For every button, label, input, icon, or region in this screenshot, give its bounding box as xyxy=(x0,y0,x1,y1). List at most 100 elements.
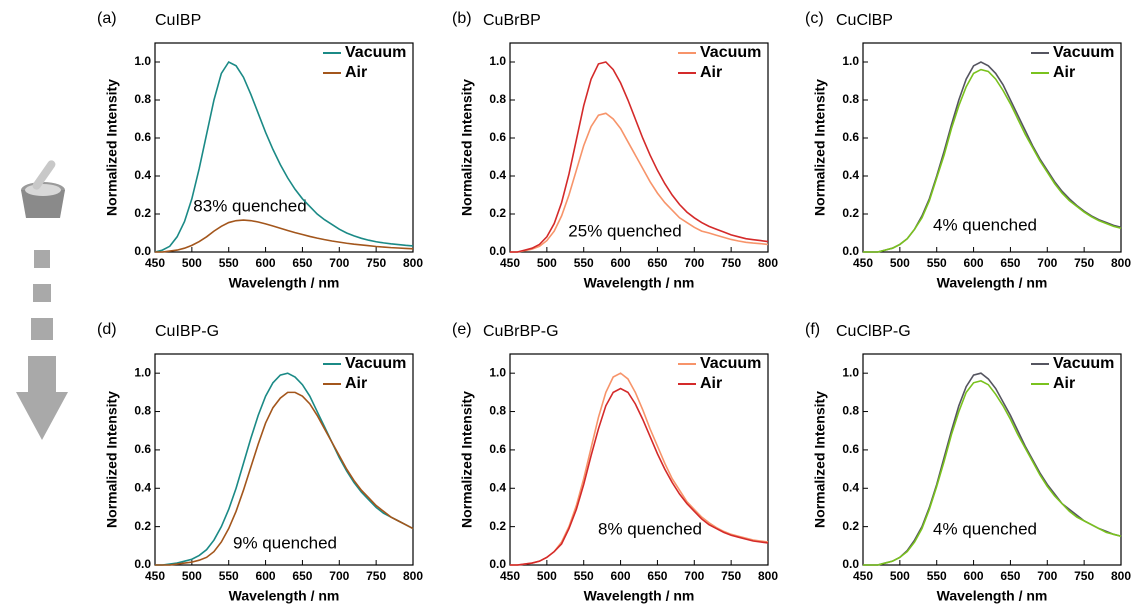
y-tick-label: 0.2 xyxy=(842,206,859,220)
x-tick-label: 700 xyxy=(329,256,349,270)
x-axis-label: Wavelength / nm xyxy=(937,588,1048,604)
line-series xyxy=(863,68,1122,253)
x-tick-label: 800 xyxy=(758,569,778,583)
x-tick-label: 600 xyxy=(256,569,276,583)
pestle xyxy=(32,160,56,190)
x-tick-label: 650 xyxy=(292,256,312,270)
y-tick-label: 1.0 xyxy=(134,54,151,68)
y-axis-label: Normalized Intensity xyxy=(459,79,475,216)
x-tick-label: 550 xyxy=(219,256,239,270)
x-tick-label: 800 xyxy=(403,569,423,583)
arrow-dash xyxy=(31,318,53,340)
y-axis-label: Normalized Intensity xyxy=(812,79,828,216)
x-tick-label: 750 xyxy=(366,256,386,270)
mortar-bowl xyxy=(25,184,61,196)
legend-label: Air xyxy=(1053,64,1075,81)
y-tick-label: 0.6 xyxy=(134,130,151,144)
arrow-dash xyxy=(34,250,50,268)
line-series xyxy=(155,391,414,566)
y-axis-label: Normalized Intensity xyxy=(104,79,120,216)
x-tick-label: 600 xyxy=(611,569,631,583)
x-tick-label: 600 xyxy=(964,256,984,270)
legend-label: Vacuum xyxy=(700,355,761,372)
y-tick-label: 1.0 xyxy=(489,54,506,68)
plot-frame xyxy=(509,42,769,253)
panel-label: (f) xyxy=(805,321,820,338)
x-tick-label: 650 xyxy=(647,256,667,270)
plot-frame xyxy=(862,353,1122,566)
x-tick-label: 750 xyxy=(366,569,386,583)
x-tick-label: 800 xyxy=(758,256,778,270)
x-tick-label: 700 xyxy=(684,256,704,270)
arrow-head xyxy=(16,356,68,440)
panel-title: CuIBP xyxy=(155,12,201,29)
x-tick-label: 500 xyxy=(182,256,202,270)
plot-frame xyxy=(509,353,769,566)
x-tick-label: 500 xyxy=(537,256,557,270)
line-series xyxy=(510,387,769,566)
panel-title: CuBrBP xyxy=(483,12,541,29)
x-tick-label: 750 xyxy=(1074,256,1094,270)
legend-label: Vacuum xyxy=(700,44,761,61)
y-tick-label: 0.0 xyxy=(489,244,506,258)
y-tick-label: 0.2 xyxy=(842,519,859,533)
x-tick-label: 700 xyxy=(1037,569,1057,583)
y-tick-label: 0.8 xyxy=(489,92,506,106)
y-tick-label: 0.4 xyxy=(489,480,506,494)
x-tick-label: 450 xyxy=(853,569,873,583)
annotation: 8% quenched xyxy=(598,519,702,538)
y-tick-label: 1.0 xyxy=(134,365,151,379)
x-tick-label: 800 xyxy=(1111,569,1131,583)
y-tick-label: 0.0 xyxy=(134,557,151,571)
line-series xyxy=(154,60,414,253)
x-axis-label: Wavelength / nm xyxy=(229,588,340,604)
annotation: 4% quenched xyxy=(933,519,1037,538)
legend-label: Air xyxy=(345,375,367,392)
panel-title: CuBrBP-G xyxy=(483,323,559,340)
legend-label: Air xyxy=(700,64,722,81)
x-tick-label: 500 xyxy=(890,569,910,583)
legend-label: Air xyxy=(1053,375,1075,392)
plot-frame xyxy=(862,42,1122,253)
y-tick-label: 0.0 xyxy=(842,244,859,258)
line-series xyxy=(155,219,414,253)
y-tick-label: 0.8 xyxy=(134,92,151,106)
x-tick-label: 550 xyxy=(574,569,594,583)
x-axis-label: Wavelength / nm xyxy=(937,275,1048,291)
y-axis-label: Normalized Intensity xyxy=(104,391,120,528)
plot-frame xyxy=(154,353,414,566)
x-tick-label: 550 xyxy=(574,256,594,270)
y-tick-label: 0.0 xyxy=(842,557,859,571)
x-tick-label: 800 xyxy=(1111,256,1131,270)
annotation: 9% quenched xyxy=(233,533,337,552)
panel-title: CuClBP-G xyxy=(836,323,911,340)
x-axis-label: Wavelength / nm xyxy=(229,275,340,291)
x-tick-label: 550 xyxy=(219,569,239,583)
panel-label: (c) xyxy=(805,10,824,27)
x-tick-label: 600 xyxy=(964,569,984,583)
y-tick-label: 0.4 xyxy=(842,480,859,494)
y-tick-label: 0.6 xyxy=(842,442,859,456)
panel-label: (d) xyxy=(97,321,117,338)
y-tick-label: 1.0 xyxy=(842,54,859,68)
y-tick-label: 0.6 xyxy=(134,442,151,456)
mortar-body xyxy=(21,190,65,218)
line-series xyxy=(510,112,769,253)
annotation: 4% quenched xyxy=(933,215,1037,234)
x-tick-label: 600 xyxy=(256,256,276,270)
x-tick-label: 750 xyxy=(721,256,741,270)
y-tick-label: 0.2 xyxy=(489,519,506,533)
x-tick-label: 450 xyxy=(500,569,520,583)
y-tick-label: 0.8 xyxy=(842,92,859,106)
y-tick-label: 0.6 xyxy=(489,442,506,456)
grinding-icon xyxy=(16,160,68,440)
y-axis-label: Normalized Intensity xyxy=(812,391,828,528)
y-tick-label: 0.2 xyxy=(134,206,151,220)
legend-label: Air xyxy=(700,375,722,392)
x-tick-label: 500 xyxy=(537,569,557,583)
panel-label: (e) xyxy=(452,321,472,338)
x-tick-label: 650 xyxy=(647,569,667,583)
y-tick-label: 0.6 xyxy=(842,130,859,144)
